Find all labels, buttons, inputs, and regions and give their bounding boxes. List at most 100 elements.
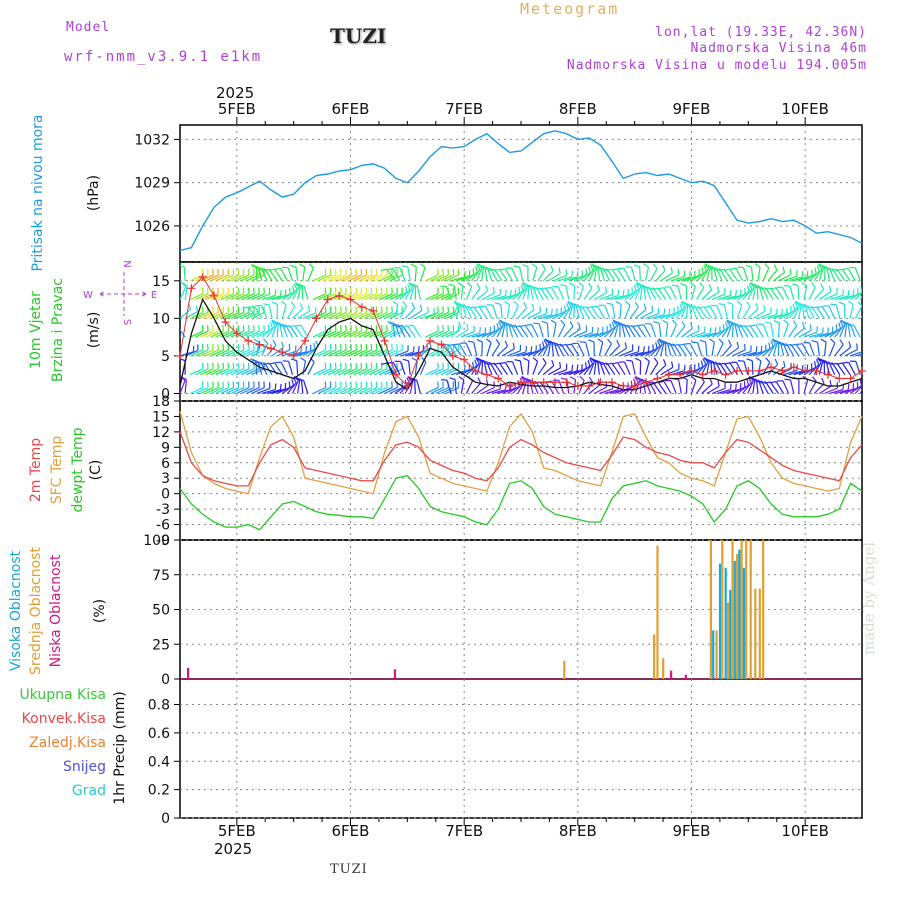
day-label-top: 7FEB bbox=[445, 100, 483, 118]
wind-barb bbox=[691, 272, 704, 282]
wind-barb bbox=[798, 304, 802, 319]
wind-barb bbox=[581, 305, 590, 319]
wind-barb bbox=[251, 387, 265, 395]
wind-barb bbox=[619, 304, 622, 319]
wind-barb bbox=[446, 379, 452, 394]
wind-barb bbox=[619, 262, 622, 263]
wind-barb bbox=[772, 342, 778, 357]
wind-barb bbox=[251, 330, 265, 338]
wind-barb bbox=[609, 389, 624, 395]
cloud-bar-mid-cloud bbox=[709, 540, 712, 679]
wind-barb bbox=[473, 306, 483, 319]
wind-barb bbox=[409, 310, 423, 319]
wind-barb bbox=[547, 342, 552, 356]
wind-barb bbox=[696, 287, 705, 300]
wind-barb-flag bbox=[713, 362, 720, 365]
wind-barb-flag bbox=[251, 360, 258, 362]
wind-barb bbox=[816, 341, 820, 356]
wind-barb-flag bbox=[558, 267, 561, 274]
wind-barb bbox=[280, 268, 288, 282]
wind-barb bbox=[727, 388, 741, 395]
y-tick-label: 12 bbox=[152, 425, 170, 441]
wind-barb-flag bbox=[579, 375, 585, 381]
wind-barb-flag bbox=[268, 362, 275, 365]
wind-barb bbox=[749, 325, 759, 338]
wind-barb bbox=[788, 276, 803, 282]
wind-barb bbox=[542, 270, 554, 282]
wind-barb-flag bbox=[626, 359, 633, 362]
wind-barb bbox=[537, 344, 548, 357]
wind-barb bbox=[535, 287, 544, 300]
wind-barb-flag bbox=[466, 323, 469, 330]
wind-barb bbox=[303, 285, 309, 300]
wind-barb bbox=[460, 262, 462, 263]
wind-barb-flag bbox=[697, 324, 700, 331]
wind-barb bbox=[287, 267, 294, 281]
wind-barb bbox=[657, 381, 667, 394]
wind-barb bbox=[353, 349, 367, 357]
wind-barb bbox=[762, 267, 770, 282]
wind-barb bbox=[614, 323, 619, 338]
wind-gust-marker bbox=[596, 378, 605, 387]
wind-barb-flag bbox=[275, 361, 282, 364]
wind-barb bbox=[522, 350, 537, 357]
wind-barb-flag bbox=[615, 301, 622, 305]
wind-barb-flag bbox=[299, 263, 305, 268]
wind-barb bbox=[726, 323, 733, 338]
wind-barb bbox=[568, 369, 583, 376]
wind-barb bbox=[507, 262, 509, 263]
wind-gust-marker bbox=[812, 366, 821, 375]
wind-barb-flag bbox=[702, 358, 707, 365]
wind-barb-flag bbox=[271, 301, 278, 305]
wind-barb bbox=[481, 266, 484, 281]
wind-barb-flag bbox=[621, 324, 629, 327]
wind-barb-flag bbox=[699, 339, 706, 343]
wind-gust-marker bbox=[732, 366, 741, 375]
wind-barb-flag bbox=[413, 252, 414, 258]
wind-barb-flag bbox=[643, 346, 645, 353]
wind-barb bbox=[363, 293, 378, 301]
wind-barb bbox=[286, 382, 297, 394]
wind-barb-flag bbox=[633, 264, 640, 268]
wind-barb bbox=[669, 286, 677, 300]
wind-barb-flag bbox=[294, 282, 300, 288]
wind-barb bbox=[844, 293, 859, 301]
wind-barb-flag bbox=[718, 303, 725, 306]
wind-barb bbox=[588, 289, 601, 301]
wind-barb bbox=[374, 274, 388, 282]
wind-barb-flag bbox=[519, 324, 526, 328]
wind-barb-flag bbox=[729, 383, 732, 390]
wind-barb bbox=[425, 274, 439, 282]
wind-barb bbox=[680, 262, 682, 263]
wind-barb bbox=[205, 330, 219, 338]
wind-barb-flag bbox=[750, 324, 757, 327]
wind-gust-marker bbox=[789, 363, 798, 372]
wind-barb bbox=[715, 361, 723, 375]
wind-barb-flag bbox=[499, 268, 506, 271]
wind-barb bbox=[813, 288, 825, 300]
wind-barb-flag bbox=[718, 338, 724, 344]
wind-barb-flag bbox=[181, 282, 188, 287]
wind-barb-flag bbox=[625, 248, 627, 254]
precip-legend-item: Konvek.Kisa bbox=[22, 711, 106, 727]
wind-barb bbox=[583, 269, 594, 282]
wind-barb-flag bbox=[419, 252, 420, 258]
wind-barb bbox=[531, 380, 539, 394]
wind-barb bbox=[215, 274, 229, 282]
wind-barb bbox=[190, 262, 192, 263]
wind-barb bbox=[343, 262, 346, 263]
wind-gust-marker bbox=[437, 340, 446, 349]
wind-barb bbox=[670, 308, 683, 319]
wind-barb bbox=[491, 326, 502, 338]
wind-barb bbox=[358, 368, 372, 376]
wind-barb bbox=[634, 308, 647, 319]
wind-barb-flag bbox=[479, 305, 486, 308]
wind-barb bbox=[736, 304, 743, 319]
wind-barb bbox=[803, 331, 818, 338]
wind-barb bbox=[616, 268, 626, 282]
wind-gust-marker bbox=[278, 348, 287, 357]
wind-barb-flag bbox=[541, 263, 546, 270]
cloud-bar-mid-cloud bbox=[758, 588, 761, 679]
wind-barb-flag bbox=[785, 250, 791, 251]
wind-barb-flag bbox=[484, 267, 491, 270]
